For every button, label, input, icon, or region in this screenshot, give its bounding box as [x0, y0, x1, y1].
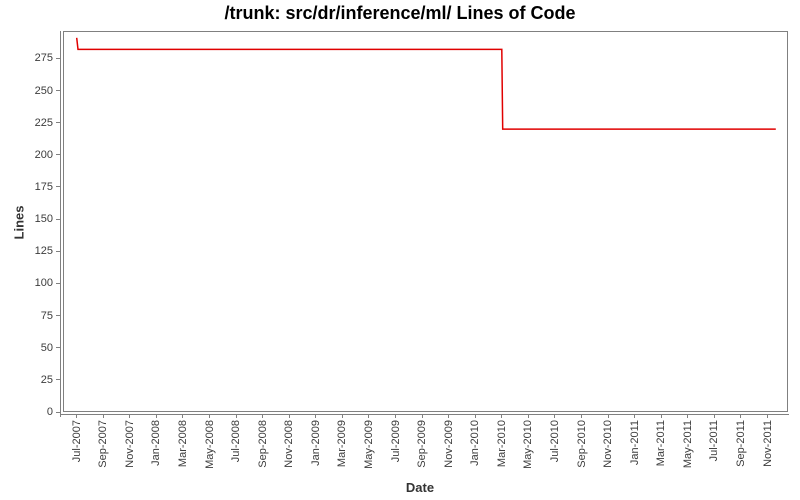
chart-title: /trunk: src/dr/inference/ml/ Lines of Co… [224, 3, 576, 23]
x-tick-mark [129, 414, 131, 418]
x-tick-label: Mar-2008 [176, 420, 189, 468]
x-axis-title: Date [405, 480, 435, 495]
y-tick-mark [56, 411, 60, 413]
x-tick-label: May-2011 [681, 420, 694, 469]
y-tick-mark [56, 250, 60, 252]
x-tick-mark [315, 414, 317, 418]
y-tick-label: 225 [34, 116, 53, 129]
x-tick-label: May-2010 [522, 420, 535, 469]
y-tick-mark [56, 154, 60, 156]
x-tick-mark [474, 414, 476, 418]
x-tick-mark [634, 414, 636, 418]
x-tick-label: Jan-2008 [150, 420, 163, 466]
x-tick-mark [262, 414, 264, 418]
x-tick-mark [209, 414, 211, 418]
x-tick-mark [395, 414, 397, 418]
x-tick-label: May-2009 [362, 420, 375, 469]
x-tick-mark [288, 414, 290, 418]
x-tick-mark [448, 414, 450, 418]
x-tick-label: Jul-2010 [548, 420, 561, 463]
x-tick-label: Jan-2009 [309, 420, 322, 466]
x-tick-mark [182, 414, 184, 418]
x-tick-label: Mar-2010 [495, 420, 508, 468]
y-tick-label: 75 [40, 309, 53, 322]
y-tick-label: 125 [34, 245, 53, 258]
y-tick-label: 150 [34, 213, 53, 226]
y-tick-mark [56, 315, 60, 317]
x-tick-label: Sep-2010 [575, 420, 588, 468]
x-tick-mark [76, 414, 78, 418]
y-axis-title: Lines [11, 205, 27, 240]
x-tick-label: Nov-2009 [442, 420, 455, 468]
x-tick-label: Jan-2010 [469, 420, 482, 466]
x-tick-mark [581, 414, 582, 418]
y-axis-line [60, 31, 61, 417]
x-tick-label: Nov-2008 [283, 420, 296, 468]
x-tick-mark [501, 414, 503, 418]
y-tick-label: 275 [34, 52, 53, 65]
y-tick-label: 175 [34, 180, 53, 193]
y-tick-label: 250 [34, 84, 53, 97]
x-tick-mark [607, 414, 609, 418]
x-tick-label: May-2008 [203, 420, 216, 469]
x-tick-label: Sep-2007 [97, 420, 110, 468]
x-tick-label: Mar-2009 [336, 420, 349, 468]
y-tick-mark [56, 347, 60, 349]
plot-area [63, 31, 788, 412]
x-tick-mark [767, 414, 768, 418]
x-tick-label: Mar-2011 [655, 420, 668, 467]
x-tick-label: Jan-2011 [628, 420, 641, 466]
y-tick-mark [56, 57, 60, 59]
x-tick-label: Sep-2009 [416, 420, 429, 468]
x-tick-mark [740, 414, 742, 418]
y-tick-label: 100 [34, 277, 53, 290]
y-tick-label: 25 [40, 373, 53, 386]
y-tick-mark [56, 90, 60, 92]
y-tick-label: 200 [34, 148, 53, 161]
x-tick-label: Jul-2008 [230, 420, 243, 463]
x-tick-label: Jul-2007 [70, 420, 83, 463]
y-tick-label: 50 [40, 341, 53, 354]
x-tick-mark [527, 414, 529, 418]
y-tick-label: 0 [46, 406, 53, 418]
x-tick-mark [341, 414, 343, 418]
x-tick-mark [235, 414, 237, 418]
x-tick-mark [102, 414, 104, 418]
x-axis-line [60, 414, 789, 415]
x-tick-label: Sep-2008 [256, 420, 269, 468]
x-tick-mark [660, 414, 662, 418]
x-tick-label: Nov-2011 [761, 420, 774, 467]
x-tick-mark [687, 414, 689, 418]
x-tick-label: Jul-2009 [389, 420, 402, 463]
x-tick-mark [713, 414, 715, 418]
y-tick-mark [56, 218, 60, 220]
x-tick-mark [368, 414, 370, 418]
y-tick-mark [56, 122, 60, 124]
x-tick-label: Nov-2007 [123, 420, 136, 468]
x-tick-mark [554, 414, 556, 418]
x-tick-label: Sep-2011 [734, 420, 747, 467]
x-tick-label: Jul-2011 [708, 420, 721, 462]
x-tick-mark [421, 414, 423, 418]
y-tick-mark [56, 186, 60, 188]
y-tick-mark [56, 282, 60, 284]
x-tick-mark [155, 414, 157, 418]
y-tick-mark [56, 379, 60, 381]
x-tick-label: Nov-2010 [602, 420, 615, 468]
